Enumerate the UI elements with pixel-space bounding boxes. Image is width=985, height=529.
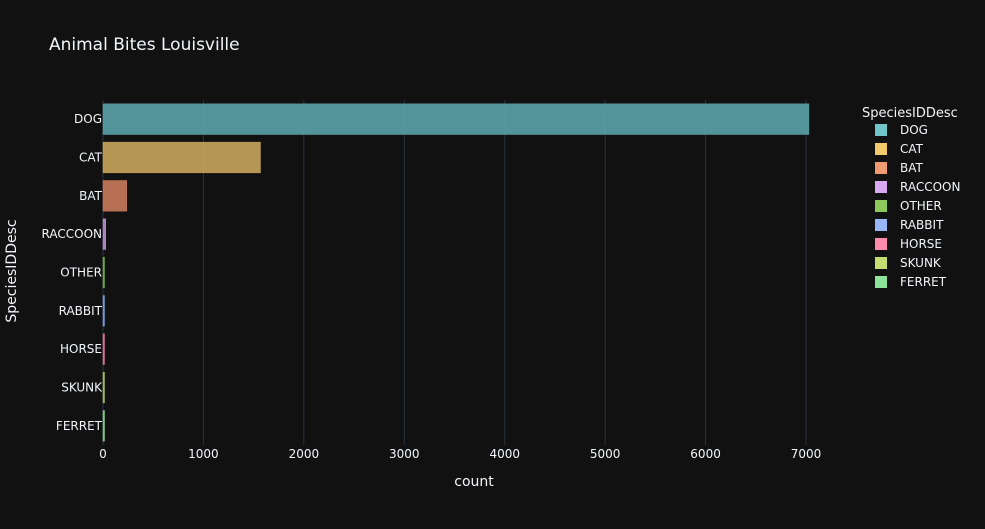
y-tick-label: DOG [74, 112, 102, 126]
y-tick-label: OTHER [60, 266, 102, 280]
x-tick-label: 1000 [188, 447, 219, 461]
bar-dog[interactable] [102, 103, 810, 135]
y-tick-label: FERRET [56, 419, 103, 433]
y-tick-label: RABBIT [59, 304, 103, 318]
x-axis-title: count [454, 474, 494, 490]
bar-cat[interactable] [102, 141, 261, 174]
legend-swatch-cat[interactable] [875, 143, 887, 155]
y-tick-label: BAT [79, 189, 103, 203]
legend-swatch-dog[interactable] [875, 124, 887, 136]
x-tick-label: 2000 [289, 447, 320, 461]
y-tick-label: CAT [79, 151, 103, 165]
legend-swatch-skunk[interactable] [875, 257, 887, 269]
x-tick-label: 4000 [489, 447, 520, 461]
legend-swatch-other[interactable] [875, 200, 887, 212]
x-tick-label: 5000 [590, 447, 621, 461]
legend-label-horse[interactable]: HORSE [900, 237, 942, 251]
chart-title: Animal Bites Louisville [49, 35, 240, 55]
y-axis-title: SpeciesIDDesc [4, 219, 20, 322]
legend-label-raccoon[interactable]: RACCOON [900, 180, 960, 194]
y-tick-label: SKUNK [61, 381, 103, 395]
x-tick-label: 7000 [791, 447, 822, 461]
bar-skunk[interactable] [102, 371, 105, 404]
legend-swatch-rabbit[interactable] [875, 219, 887, 231]
legend-label-ferret[interactable]: FERRET [900, 275, 947, 289]
bars [102, 103, 810, 442]
bar-bat[interactable] [102, 180, 128, 212]
bar-rabbit[interactable] [102, 295, 105, 327]
x-tick-label: 6000 [690, 447, 721, 461]
bar-raccoon[interactable] [102, 218, 106, 250]
legend-label-cat[interactable]: CAT [900, 142, 924, 156]
legend: SpeciesIDDesc DOG CAT BAT RACCOON OTHER RABBI… [862, 106, 960, 289]
bar-other[interactable] [102, 256, 105, 289]
x-tick-label: 0 [99, 447, 107, 461]
bar-ferret[interactable] [102, 410, 105, 442]
legend-label-rabbit[interactable]: RABBIT [900, 218, 944, 232]
x-tick-label: 3000 [389, 447, 420, 461]
x-tick-labels: 0 1000 2000 3000 4000 5000 6000 7000 [99, 447, 821, 461]
legend-swatch-bat[interactable] [875, 162, 887, 174]
legend-label-bat[interactable]: BAT [900, 161, 924, 175]
bar-horse[interactable] [102, 333, 105, 365]
legend-label-skunk[interactable]: SKUNK [900, 256, 942, 270]
legend-swatch-horse[interactable] [875, 238, 887, 250]
legend-swatch-ferret[interactable] [875, 276, 887, 288]
y-tick-label: RACCOON [42, 227, 102, 241]
legend-swatch-raccoon[interactable] [875, 181, 887, 193]
legend-title: SpeciesIDDesc [862, 106, 958, 121]
y-tick-label: HORSE [60, 342, 102, 356]
legend-label-other[interactable]: OTHER [900, 199, 942, 213]
legend-label-dog[interactable]: DOG [900, 123, 928, 137]
y-tick-labels: DOG CAT BAT RACCOON OTHER RABBIT HORSE SKUNK FER… [42, 112, 104, 433]
